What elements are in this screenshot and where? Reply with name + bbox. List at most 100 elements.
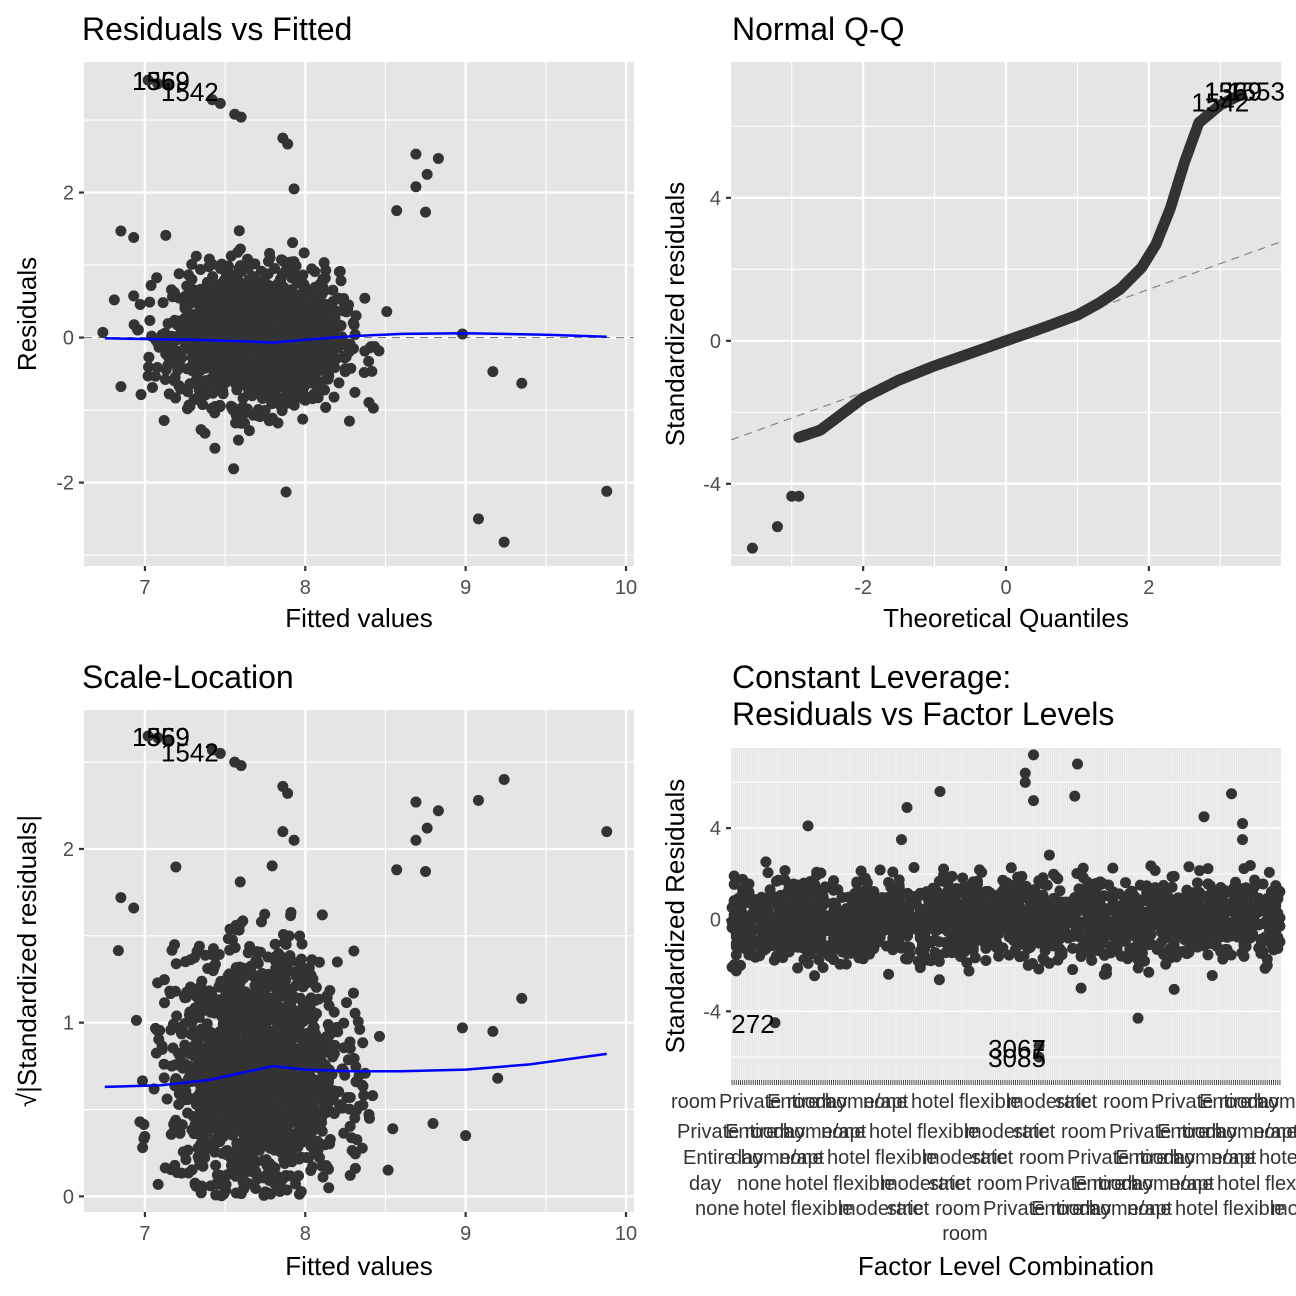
data-point (142, 370, 154, 382)
data-point (209, 296, 221, 308)
data-point (764, 884, 776, 896)
data-point (367, 402, 379, 414)
data-point (294, 1096, 306, 1108)
data-point (828, 875, 840, 887)
data-point (277, 350, 289, 362)
data-point (328, 391, 340, 403)
data-point (432, 152, 444, 164)
data-point (264, 247, 276, 259)
data-point (231, 924, 243, 936)
data-point (289, 309, 301, 321)
data-point (267, 343, 279, 355)
data-point (185, 981, 197, 993)
data-point (173, 1098, 185, 1110)
data-point (809, 880, 821, 892)
data-point (601, 485, 613, 497)
data-point (230, 409, 242, 421)
data-point (214, 1170, 226, 1182)
data-point (280, 938, 292, 950)
data-point (238, 972, 250, 984)
data-point (771, 521, 783, 533)
data-point (300, 1131, 312, 1143)
data-point (187, 289, 199, 301)
data-point (138, 1133, 150, 1145)
x-tick-label: 8 (300, 577, 311, 599)
data-point (320, 401, 332, 413)
data-point (171, 1010, 183, 1022)
data-point (492, 1072, 504, 1084)
data-point (289, 1052, 301, 1064)
data-point (472, 794, 484, 806)
data-point (269, 938, 281, 950)
data-point (236, 1046, 248, 1058)
data-point (333, 266, 345, 278)
data-point (169, 939, 181, 951)
data-point (193, 315, 205, 327)
data-point (170, 958, 182, 970)
data-point (283, 387, 295, 399)
data-point (293, 1012, 305, 1024)
data-point (234, 876, 246, 888)
data-point (321, 990, 333, 1002)
data-point (199, 949, 211, 961)
data-point (306, 344, 318, 356)
data-point (179, 956, 191, 968)
data-point (274, 381, 286, 393)
data-point (230, 417, 242, 429)
data-point (420, 206, 432, 218)
data-point (308, 1096, 320, 1108)
data-point (410, 796, 422, 808)
data-point (382, 1164, 394, 1176)
data-point (201, 276, 213, 288)
data-point (373, 1030, 385, 1042)
data-point (128, 290, 140, 302)
data-point (217, 388, 229, 400)
data-point (176, 1022, 188, 1034)
data-point (793, 490, 805, 502)
data-point (255, 1114, 267, 1126)
data-point (285, 906, 297, 918)
y-axis-title: √|Standardized residuals| (12, 815, 42, 1107)
data-point (209, 994, 221, 1006)
data-point (184, 329, 196, 341)
data-point (279, 311, 291, 323)
data-point (173, 1088, 185, 1100)
data-point (313, 376, 325, 388)
point-label: 1569 (132, 722, 190, 752)
data-point (296, 938, 308, 950)
data-point (348, 1053, 360, 1065)
data-point (368, 340, 380, 352)
data-point (285, 368, 297, 380)
data-point (802, 957, 814, 969)
data-point (218, 1088, 230, 1100)
data-point (421, 822, 433, 834)
data-point (168, 375, 180, 387)
data-point (349, 386, 361, 398)
data-point (316, 1125, 328, 1137)
loess-smooth-line (104, 331, 607, 344)
data-point (186, 273, 198, 285)
data-point (332, 292, 344, 304)
data-point (216, 1040, 228, 1052)
y-tick-label: -4 (703, 474, 721, 496)
data-point (319, 272, 331, 284)
data-point (115, 892, 127, 904)
data-point (783, 946, 795, 958)
data-point (291, 270, 303, 282)
data-point (331, 956, 343, 968)
data-point (243, 997, 255, 1009)
data-point (601, 826, 613, 838)
data-point (249, 1092, 261, 1104)
data-point (184, 400, 196, 412)
data-point (135, 389, 147, 401)
data-point (335, 275, 347, 287)
y-tick-label: -2 (56, 473, 74, 495)
data-point (316, 909, 328, 921)
data-point (222, 933, 234, 945)
data-point (265, 1188, 277, 1200)
point-label: 1553 (1227, 77, 1285, 107)
data-point (737, 907, 749, 919)
data-point (329, 1039, 341, 1051)
data-point (186, 365, 198, 377)
